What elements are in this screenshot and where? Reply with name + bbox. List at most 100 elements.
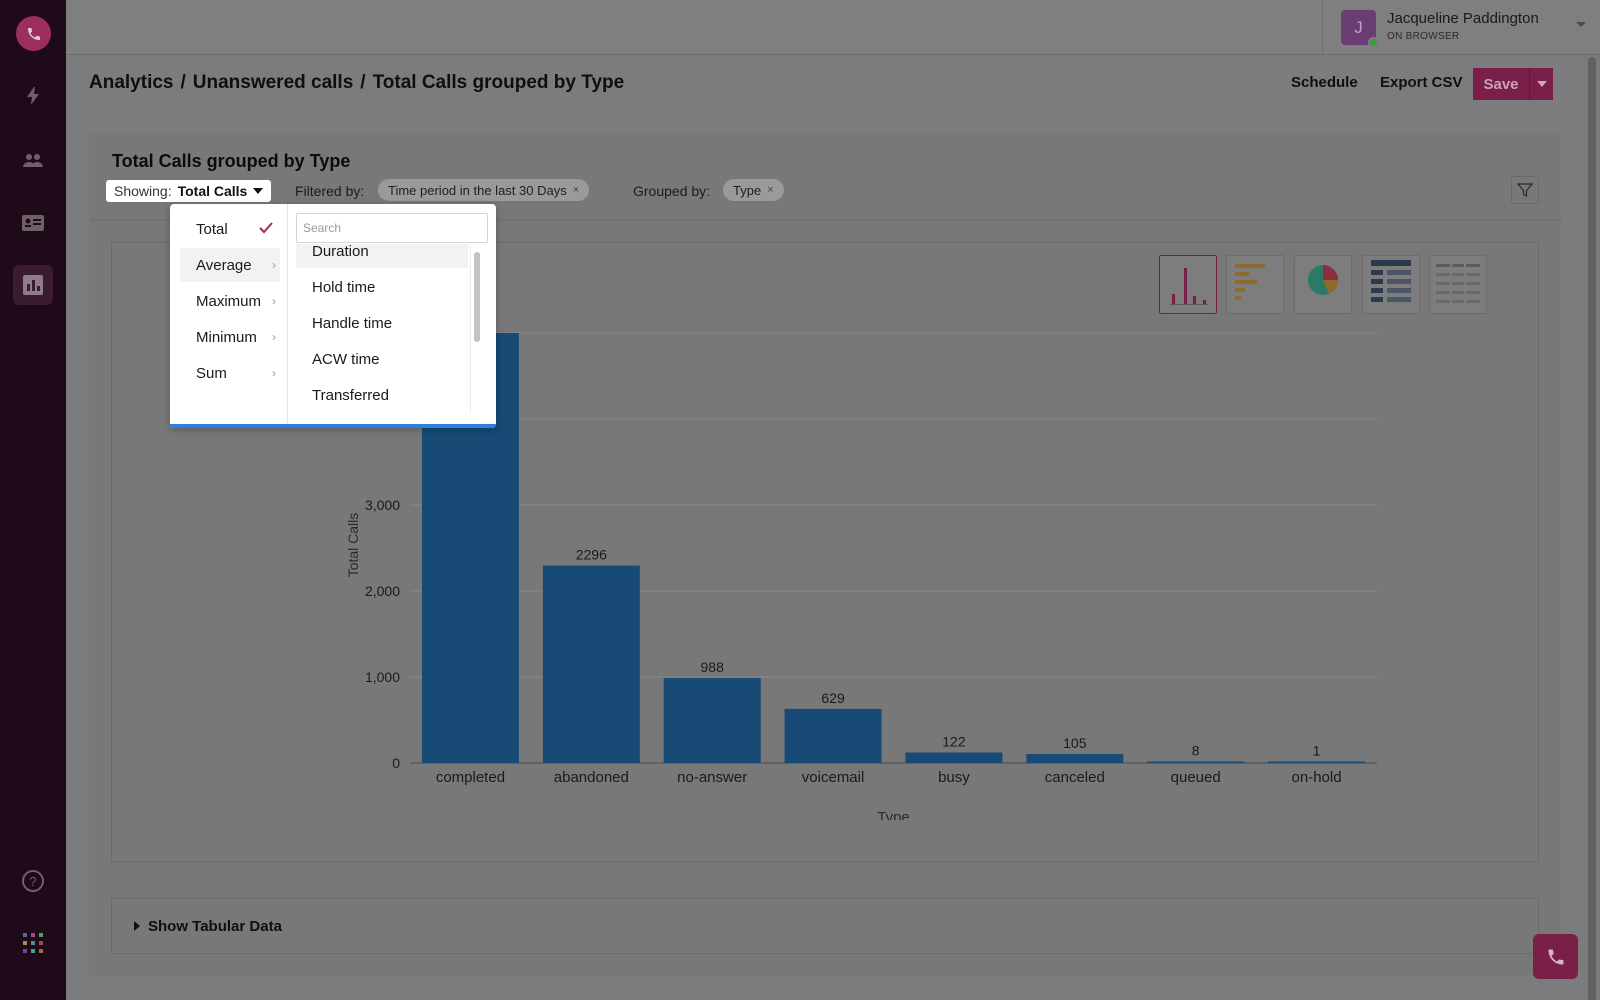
x-tick-label: no-answer (677, 769, 747, 786)
viz-table-option[interactable] (1362, 255, 1420, 314)
data-label: 122 (942, 734, 966, 750)
y-axis-label: Total Calls (345, 513, 361, 578)
divider (89, 219, 1561, 220)
y-tick-label: 2,000 (365, 583, 400, 599)
bar-queued (1147, 761, 1245, 763)
filtered-by-label: Filtered by: (295, 183, 365, 199)
phone-logo-icon[interactable] (16, 16, 51, 51)
field-duration[interactable]: Duration (296, 244, 468, 268)
data-label: 105 (1063, 735, 1087, 751)
viz-list-option[interactable] (1429, 255, 1487, 314)
bar-no-answer (663, 678, 761, 763)
metric-search-input[interactable] (296, 213, 488, 243)
viz-bar-chart-option[interactable] (1159, 255, 1217, 314)
breadcrumb-unanswered-calls[interactable]: Unanswered calls (192, 72, 354, 93)
chevron-down-icon[interactable] (1576, 22, 1586, 27)
schedule-button[interactable]: Schedule (1291, 74, 1358, 91)
group-chip[interactable]: Type × (723, 179, 784, 201)
contact-card-icon[interactable] (13, 203, 53, 243)
filter-funnel-button[interactable] (1511, 176, 1539, 204)
showing-label: Showing: (114, 183, 172, 199)
phone-icon (1548, 949, 1563, 964)
page-scrollbar[interactable] (1584, 55, 1600, 1000)
grouped-by-label: Grouped by: (633, 183, 711, 199)
aggregation-sum[interactable]: Sum › (196, 364, 276, 382)
lightning-icon[interactable] (13, 76, 53, 116)
chevron-right-icon: › (272, 294, 276, 308)
remove-filter-icon[interactable]: × (572, 184, 580, 196)
dropdown-scrollbar[interactable] (470, 246, 484, 414)
metric-field-list: Duration Hold time Handle time ACW time … (296, 244, 472, 416)
aggregation-list: Total Average › Maximum › Minimum › Sum … (170, 204, 288, 428)
y-tick-label: 1,000 (365, 669, 400, 685)
metric-dropdown: Total Average › Maximum › Minimum › Sum … (170, 204, 496, 428)
remove-group-icon[interactable]: × (767, 184, 774, 196)
x-tick-label: busy (938, 769, 970, 786)
funnel-icon (1517, 183, 1533, 197)
y-tick-label: 0 (392, 755, 400, 771)
sidebar: ? (0, 0, 66, 1000)
save-options-chevron-icon[interactable] (1529, 68, 1553, 100)
online-status-dot (1368, 37, 1379, 48)
page-title: Total Calls grouped by Type (372, 72, 625, 93)
group-chip-label: Type (733, 182, 762, 198)
top-bar: J Jacqueline Paddington ON BROWSER (66, 0, 1600, 55)
dropdown-focus-bar (170, 424, 496, 428)
filter-chip-label: Time period in the last 30 Days (388, 182, 567, 198)
x-axis-label: Type (877, 809, 910, 820)
showing-value: Total Calls (177, 183, 248, 199)
show-tabular-data-toggle[interactable]: Show Tabular Data (111, 898, 1539, 954)
field-transferred[interactable]: Transferred (312, 386, 389, 404)
dropdown-scroll-thumb[interactable] (474, 252, 480, 342)
caret-right-icon (134, 921, 140, 931)
user-name: Jacqueline Paddington (1387, 10, 1539, 27)
x-tick-label: abandoned (554, 769, 629, 786)
show-tabular-data-label: Show Tabular Data (148, 917, 282, 935)
x-tick-label: queued (1171, 769, 1221, 786)
field-handle-time[interactable]: Handle time (312, 314, 393, 332)
checkmark-icon (259, 222, 273, 234)
showing-selector[interactable]: Showing: Total Calls (106, 180, 272, 202)
x-tick-label: on-hold (1292, 769, 1342, 786)
apps-grid-icon[interactable] (13, 923, 53, 963)
export-csv-button[interactable]: Export CSV (1380, 74, 1463, 91)
save-button-group: Save (1473, 68, 1553, 100)
bar-canceled (1026, 753, 1124, 763)
data-label: 629 (821, 690, 845, 706)
viz-pie-chart-option[interactable] (1294, 255, 1352, 314)
field-hold-time[interactable]: Hold time (312, 278, 376, 296)
help-icon[interactable]: ? (13, 861, 53, 901)
floating-call-button[interactable] (1533, 934, 1578, 979)
breadcrumb-separator: / (360, 72, 366, 93)
caret-down-icon (253, 188, 264, 194)
filter-chip[interactable]: Time period in the last 30 Days × (378, 179, 590, 201)
save-button[interactable]: Save (1473, 68, 1529, 100)
aggregation-average[interactable]: Average › (180, 248, 280, 282)
avatar: J (1341, 10, 1379, 48)
data-label: 988 (701, 659, 725, 675)
data-label: 1 (1313, 743, 1321, 759)
x-tick-label: voicemail (802, 769, 865, 786)
people-icon[interactable] (13, 140, 53, 180)
bar-on-hold (1268, 761, 1366, 763)
y-tick-label: 3,000 (365, 497, 400, 513)
aggregation-total[interactable]: Total (180, 212, 280, 246)
bar-busy (905, 752, 1003, 763)
data-label: 8 (1192, 743, 1200, 759)
aggregation-maximum[interactable]: Maximum › (196, 292, 276, 310)
aggregation-minimum[interactable]: Minimum › (196, 328, 276, 346)
user-status: ON BROWSER (1387, 31, 1460, 42)
bar-voicemail (784, 708, 882, 763)
analytics-icon[interactable] (13, 265, 53, 305)
field-acw-time[interactable]: ACW time (312, 350, 380, 368)
x-tick-label: canceled (1045, 769, 1105, 786)
breadcrumb: Analytics / Unanswered calls / Total Cal… (89, 72, 624, 94)
chevron-right-icon: › (272, 330, 276, 344)
user-menu[interactable]: J Jacqueline Paddington ON BROWSER (1322, 0, 1600, 55)
breadcrumb-analytics[interactable]: Analytics (89, 72, 174, 93)
page-scroll-thumb[interactable] (1588, 57, 1596, 1000)
chevron-right-icon: › (272, 366, 276, 380)
viz-horizontal-bar-option[interactable] (1226, 255, 1284, 314)
report-title: Total Calls grouped by Type (112, 151, 351, 171)
breadcrumb-separator: / (180, 72, 186, 93)
